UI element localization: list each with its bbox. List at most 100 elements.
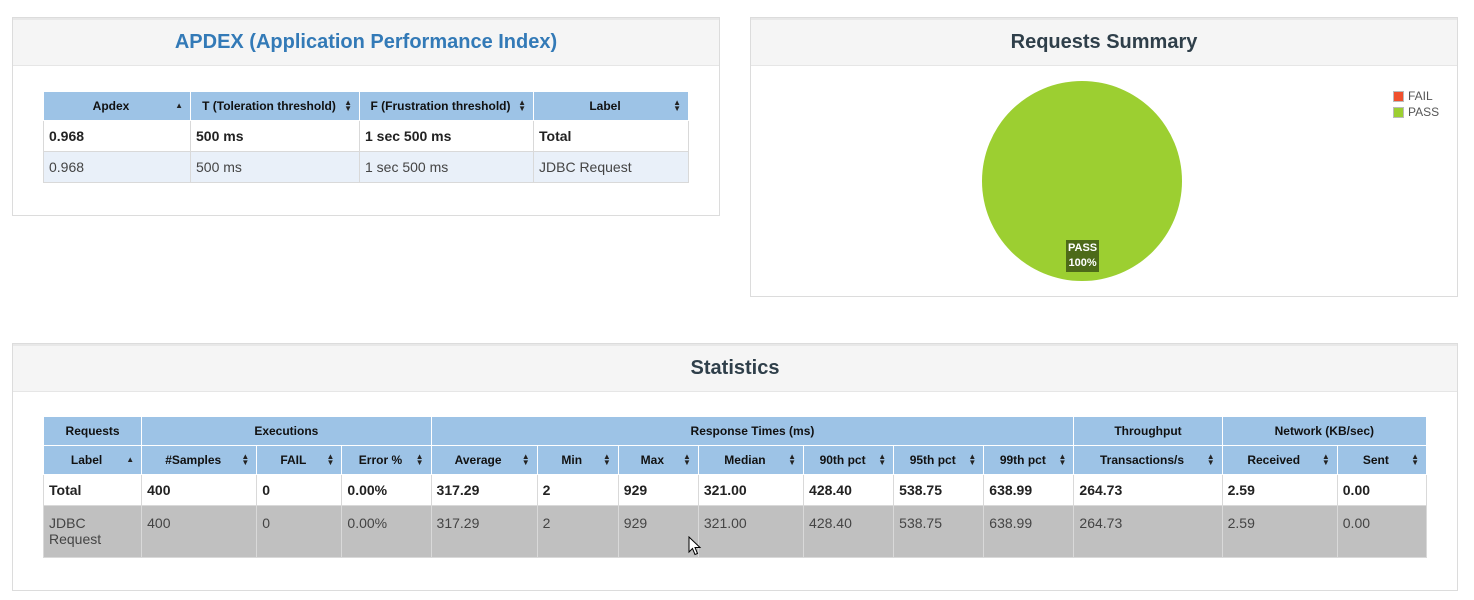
statistics-panel: Statistics Requests Executions Response … (12, 343, 1458, 591)
cell: 500 ms (190, 120, 360, 152)
apdex-header-toleration[interactable]: T (Toleration threshold) ▲ ▼ (190, 91, 360, 121)
summary-title: Requests Summary (751, 18, 1457, 66)
legend-swatch (1393, 90, 1404, 102)
stats-header-99th-pct[interactable]: 99th pct ▲ ▼ (983, 445, 1075, 475)
legend-swatch (1393, 106, 1404, 118)
statistics-title: Statistics (13, 344, 1457, 392)
chart-legend: FAIL PASS (1393, 88, 1439, 120)
cell: 428.40 (803, 505, 895, 558)
sort-both-icon: ▲ ▼ (602, 452, 611, 467)
cell: 500 ms (190, 151, 360, 183)
cell: 1 sec 500 ms (359, 120, 534, 152)
stats-header-90th-pct[interactable]: 90th pct ▲ ▼ (803, 445, 895, 475)
cell: 264.73 (1073, 474, 1223, 506)
table-row: 0.968 500 ms 1 sec 500 ms JDBC Request (43, 151, 689, 183)
stats-header-error-pct[interactable]: Error % ▲ ▼ (341, 445, 432, 475)
sort-both-icon: ▲ ▼ (326, 452, 335, 467)
statistics-table: Requests Executions Response Times (ms) … (42, 416, 1428, 558)
table-row: 0.968 500 ms 1 sec 500 ms Total (43, 120, 689, 152)
cell: 0 (256, 505, 343, 558)
pie-label-name: PASS (1068, 242, 1098, 254)
cell: 929 (617, 474, 699, 506)
cell: Total (42, 474, 143, 506)
sort-both-icon: ▲ ▼ (1206, 452, 1215, 467)
cell: 638.99 (983, 505, 1075, 558)
sort-both-icon: ▲ ▼ (415, 452, 424, 467)
stats-header-max[interactable]: Max ▲ ▼ (617, 445, 699, 475)
apdex-panel: APDEX (Application Performance Index) Ap… (12, 17, 720, 216)
stats-header-label[interactable]: Label ▲ (42, 445, 143, 475)
sort-asc-icon: ▲ (175, 101, 183, 110)
table-row: Total 400 0 0.00% 317.29 2 929 321.00 428.40 538.… (42, 474, 1428, 506)
stats-header-95th-pct[interactable]: 95th pct ▲ ▼ (893, 445, 985, 475)
stats-header-average[interactable]: Average ▲ ▼ (430, 445, 538, 475)
cell: 929 (617, 505, 699, 558)
cell: 538.75 (893, 474, 985, 506)
group-header-executions: Executions (141, 416, 432, 446)
sort-both-icon: ▲ ▼ (673, 98, 681, 113)
stats-header-median[interactable]: Median ▲ ▼ (697, 445, 805, 475)
group-header-network: Network (KB/sec) (1221, 416, 1428, 446)
apdex-table: Apdex ▲ T (Toleration threshold) ▲ ▼ F (Fru… (43, 91, 689, 183)
cell: 400 (141, 505, 258, 558)
table-row: JDBC Request 400 0 0.00% 317.29 2 929 321.00 428… (42, 505, 1428, 558)
group-header-throughput: Throughput (1073, 416, 1223, 446)
sort-both-icon: ▲ ▼ (1411, 452, 1419, 467)
stats-header-transactions[interactable]: Transactions/s ▲ ▼ (1073, 445, 1223, 475)
legend-label: PASS (1408, 105, 1440, 119)
sort-both-icon: ▲ ▼ (1321, 452, 1330, 467)
cell: 0.00 (1336, 505, 1428, 558)
sort-asc-icon: ▲ (126, 455, 135, 464)
cell: 0 (256, 474, 343, 506)
cell: JDBC Request (533, 151, 689, 183)
sort-both-icon: ▲ ▼ (788, 452, 797, 467)
group-header-response-times: Response Times (ms) (430, 416, 1075, 446)
sort-both-icon: ▲ ▼ (968, 452, 977, 467)
requests-summary-panel: Requests Summary PASS 100% FAIL PASS (750, 17, 1458, 297)
legend-item-fail[interactable]: FAIL (1393, 88, 1439, 104)
sort-both-icon: ▲ ▼ (518, 98, 526, 113)
apdex-header-apdex[interactable]: Apdex ▲ (43, 91, 191, 121)
sort-both-icon: ▲ ▼ (521, 452, 530, 467)
pie-data-label: PASS 100% (1066, 240, 1100, 272)
cell: 1 sec 500 ms (359, 151, 534, 183)
cell: 2 (536, 474, 619, 506)
sort-both-icon: ▲ ▼ (682, 452, 691, 467)
cell: 0.968 (43, 120, 191, 152)
cell: JDBC Request (42, 505, 143, 558)
cell: 2.59 (1221, 474, 1338, 506)
cell: 317.29 (430, 505, 538, 558)
pie-label-percent: 100% (1068, 257, 1097, 269)
legend-label: FAIL (1408, 89, 1433, 103)
legend-item-pass[interactable]: PASS (1393, 104, 1439, 120)
apdex-title: APDEX (Application Performance Index) (13, 18, 719, 66)
stats-header-fail[interactable]: FAIL ▲ ▼ (256, 445, 343, 475)
cell: 2 (536, 505, 619, 558)
cell: 0.968 (43, 151, 191, 183)
cell: 638.99 (983, 474, 1075, 506)
cell: 2.59 (1221, 505, 1338, 558)
stats-header-received[interactable]: Received ▲ ▼ (1221, 445, 1338, 475)
cell: 321.00 (697, 505, 805, 558)
stats-header-min[interactable]: Min ▲ ▼ (536, 445, 619, 475)
stats-header-sent[interactable]: Sent ▲ ▼ (1336, 445, 1428, 475)
mouse-cursor-icon (688, 536, 702, 556)
sort-both-icon: ▲ ▼ (241, 452, 250, 467)
sort-both-icon: ▲ ▼ (1058, 452, 1067, 467)
group-header-requests: Requests (42, 416, 143, 446)
apdex-header-label[interactable]: Label ▲ ▼ (533, 91, 689, 121)
cell: 0.00% (341, 505, 432, 558)
cell: 538.75 (893, 505, 985, 558)
cell: 428.40 (803, 474, 895, 506)
cell: 321.00 (697, 474, 805, 506)
cell: 317.29 (430, 474, 538, 506)
sort-both-icon: ▲ ▼ (344, 98, 352, 113)
cell: 0.00% (341, 474, 432, 506)
sort-both-icon: ▲ ▼ (878, 452, 887, 467)
cell: Total (533, 120, 689, 152)
apdex-header-frustration[interactable]: F (Frustration threshold) ▲ ▼ (359, 91, 534, 121)
cell: 264.73 (1073, 505, 1223, 558)
cell: 400 (141, 474, 258, 506)
cell: 0.00 (1336, 474, 1428, 506)
stats-header-samples[interactable]: #Samples ▲ ▼ (141, 445, 258, 475)
